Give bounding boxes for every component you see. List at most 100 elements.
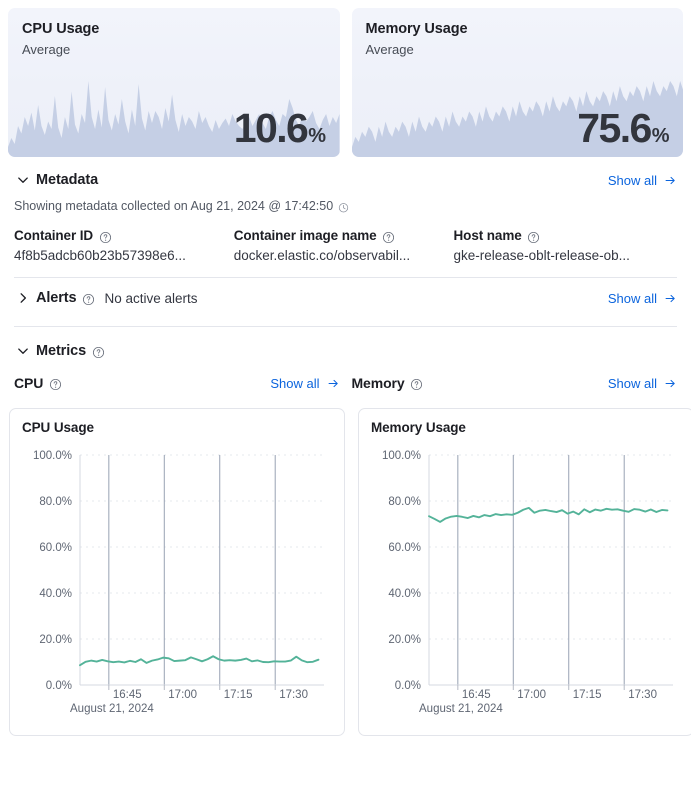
- question-circle-icon[interactable]: [98, 230, 112, 244]
- metadata-field-label: Container image name: [234, 227, 442, 245]
- alerts-title: Alerts: [36, 290, 77, 306]
- svg-text:0.0%: 0.0%: [395, 680, 421, 692]
- question-circle-icon[interactable]: [91, 345, 105, 359]
- chart-cpu-plot[interactable]: 0.0% 20.0% 40.0% 60.0% 80.0% 100.0% 16:45 17:00…: [22, 441, 332, 733]
- alerts-section: Alerts No active alerts Show all: [0, 278, 691, 315]
- cpu-sparkline: [8, 57, 340, 157]
- metrics-group-headers: CPU Show all Memory Show all: [0, 368, 691, 398]
- chart-memory-title: Memory Usage: [371, 420, 466, 435]
- metrics-group-memory-label: Memory: [351, 375, 405, 391]
- svg-text:60.0%: 60.0%: [388, 542, 421, 554]
- memory-card-value: 75.6%: [577, 105, 669, 151]
- memory-card-value-unit: %: [651, 125, 670, 147]
- metadata-field-container-id: Container ID 4f8b5adcb60b23b57398e6...: [14, 227, 234, 266]
- metadata-field-label: Host name: [454, 227, 677, 245]
- alerts-status-text: No active alerts: [104, 290, 198, 306]
- chevron-right-icon[interactable]: [14, 289, 32, 307]
- arrow-right-icon: [664, 174, 677, 187]
- svg-text:20.0%: 20.0%: [388, 634, 421, 646]
- memory-card-subtitle: Average: [365, 42, 414, 57]
- container-id-label: Container ID: [14, 228, 94, 243]
- question-circle-icon[interactable]: [410, 377, 424, 391]
- metrics-group-memory-header: Memory Show all: [352, 368, 678, 398]
- chart-card-cpu-usage: CPU Usage 0.0% 20.0% 40.0% 60.0% 80.0% 100.0%…: [9, 408, 345, 736]
- summary-card-cpu-usage: CPU Usage Average 10.6%: [8, 8, 340, 157]
- chart-cpu-title: CPU Usage: [22, 420, 94, 435]
- cpu-show-all-link[interactable]: Show all: [270, 376, 339, 391]
- metadata-show-all-link[interactable]: Show all: [608, 173, 677, 188]
- metrics-group-cpu-label: CPU: [14, 375, 44, 391]
- metadata-show-all-label: Show all: [607, 172, 657, 188]
- host-name-value: gke-release-oblt-release-ob...: [453, 248, 630, 263]
- svg-text:17:30: 17:30: [279, 689, 308, 701]
- container-image-name-label: Container image name: [233, 228, 377, 243]
- metadata-field-container-image-name: Container image name docker.elastic.co/o…: [234, 227, 454, 266]
- memory-card-title: Memory Usage: [365, 21, 468, 37]
- alerts-show-all-label: Show all: [607, 290, 657, 306]
- chart-card-memory-usage: Memory Usage 0.0% 20.0% 40.0% 60.0% 80.0% 100…: [358, 408, 691, 736]
- chart-memory-plot[interactable]: 0.0% 20.0% 40.0% 60.0% 80.0% 100.0% 16:45 17:00…: [371, 441, 681, 733]
- metrics-group-cpu-header: CPU Show all: [14, 368, 340, 398]
- container-id-value: 4f8b5adcb60b23b57398e6...: [14, 248, 186, 263]
- metadata-title: Metadata: [36, 172, 99, 188]
- memory-card-value-number: 75.6: [577, 105, 652, 151]
- svg-text:40.0%: 40.0%: [388, 588, 421, 600]
- metrics-title: Metrics: [36, 343, 87, 359]
- svg-text:0.0%: 0.0%: [46, 680, 72, 692]
- memory-show-all-link[interactable]: Show all: [608, 376, 677, 391]
- clock-icon: [338, 202, 349, 213]
- host-name-label: Host name: [453, 228, 522, 243]
- svg-text:August 21, 2024: August 21, 2024: [70, 703, 154, 715]
- metadata-section: Metadata Show all Showing metadata colle…: [0, 157, 691, 266]
- metadata-field-label: Container ID: [14, 227, 222, 245]
- metadata-collected-note: Showing metadata collected on Aug 21, 20…: [14, 197, 677, 215]
- svg-text:17:30: 17:30: [628, 689, 657, 701]
- svg-text:17:00: 17:00: [517, 689, 546, 701]
- svg-text:17:15: 17:15: [224, 689, 253, 701]
- arrow-right-icon: [664, 292, 677, 305]
- cpu-card-value: 10.6%: [234, 105, 326, 151]
- metrics-header[interactable]: Metrics: [14, 334, 677, 368]
- metrics-section: Metrics: [0, 327, 691, 368]
- svg-text:100.0%: 100.0%: [382, 450, 421, 462]
- svg-text:80.0%: 80.0%: [388, 496, 421, 508]
- metric-charts-row: CPU Usage 0.0% 20.0% 40.0% 60.0% 80.0% 100.0%…: [0, 398, 691, 736]
- alerts-header[interactable]: Alerts No active alerts Show all: [14, 281, 677, 315]
- metadata-field-host-name: Host name gke-release-oblt-release-ob...: [454, 227, 677, 266]
- cpu-card-value-number: 10.6: [233, 105, 309, 151]
- question-circle-icon[interactable]: [48, 377, 62, 391]
- arrow-right-icon: [327, 377, 340, 390]
- memory-sparkline: [351, 57, 683, 157]
- svg-text:17:00: 17:00: [168, 689, 197, 701]
- alerts-divider: [14, 326, 677, 327]
- svg-text:16:45: 16:45: [462, 689, 491, 701]
- alerts-show-all-link[interactable]: Show all: [608, 291, 677, 306]
- svg-text:40.0%: 40.0%: [39, 588, 72, 600]
- question-circle-icon[interactable]: [527, 230, 541, 244]
- svg-text:80.0%: 80.0%: [39, 496, 72, 508]
- summary-card-memory-usage: Memory Usage Average 75.6%: [351, 8, 683, 157]
- svg-text:17:15: 17:15: [573, 689, 602, 701]
- metadata-collected-text: Showing metadata collected on Aug 21, 20…: [14, 199, 334, 213]
- svg-text:60.0%: 60.0%: [39, 542, 72, 554]
- metadata-fields-grid: Container ID 4f8b5adcb60b23b57398e6... C…: [14, 215, 677, 266]
- chevron-down-icon[interactable]: [14, 342, 32, 360]
- cpu-card-subtitle: Average: [22, 42, 71, 57]
- svg-text:20.0%: 20.0%: [39, 634, 72, 646]
- question-circle-icon[interactable]: [82, 292, 96, 306]
- metadata-header[interactable]: Metadata Show all: [14, 163, 677, 197]
- cpu-show-all-label: Show all: [270, 375, 320, 391]
- cpu-card-value-unit: %: [308, 125, 326, 147]
- svg-text:100.0%: 100.0%: [33, 450, 72, 462]
- container-image-name-value: docker.elastic.co/observabil...: [233, 248, 411, 263]
- arrow-right-icon: [664, 377, 677, 390]
- metadata-divider: [14, 277, 677, 278]
- memory-show-all-label: Show all: [607, 375, 657, 391]
- svg-text:16:45: 16:45: [113, 689, 142, 701]
- summary-cards-row: CPU Usage Average 10.6% Memory Usage Ave…: [0, 0, 691, 157]
- question-circle-icon[interactable]: [382, 230, 396, 244]
- cpu-card-title: CPU Usage: [22, 21, 100, 37]
- chevron-down-icon[interactable]: [14, 171, 32, 189]
- svg-text:August 21, 2024: August 21, 2024: [419, 703, 503, 715]
